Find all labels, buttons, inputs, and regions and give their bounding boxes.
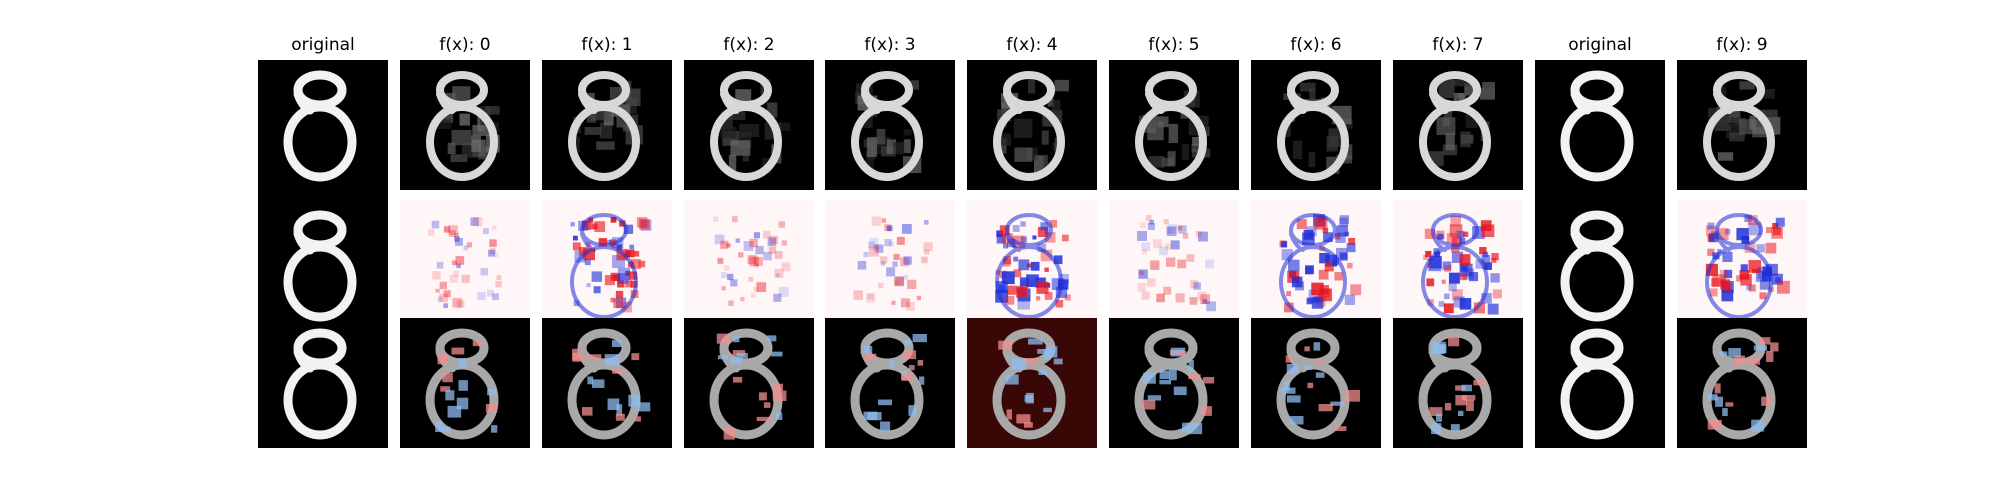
class-reconstruction-image bbox=[1677, 60, 1807, 190]
attribution-map bbox=[1393, 200, 1523, 330]
digit-eight-glyph bbox=[283, 210, 357, 322]
column-title: f(x): 3 bbox=[864, 35, 916, 55]
attribution-overlay bbox=[967, 318, 1097, 448]
class-reconstruction-image bbox=[684, 60, 814, 190]
column-title: f(x): 7 bbox=[1432, 35, 1484, 55]
column-title: f(x): 0 bbox=[439, 35, 491, 55]
class-reconstruction-image bbox=[967, 60, 1097, 190]
class-reconstruction-image bbox=[1251, 60, 1381, 190]
digit-eight-glyph bbox=[1560, 328, 1634, 440]
column-title: f(x): 9 bbox=[1716, 35, 1768, 55]
attribution-overlay bbox=[400, 318, 530, 448]
column-title: f(x): 2 bbox=[723, 35, 775, 55]
attribution-overlay bbox=[825, 318, 955, 448]
attribution-map bbox=[542, 200, 672, 330]
class-reconstruction-image bbox=[1393, 60, 1523, 190]
attribution-overlay bbox=[1109, 318, 1239, 448]
column-title: f(x): 4 bbox=[1006, 35, 1058, 55]
class-reconstruction-image bbox=[1109, 60, 1239, 190]
attribution-overlay bbox=[684, 318, 814, 448]
digit-eight-glyph bbox=[283, 328, 357, 440]
class-reconstruction-image bbox=[400, 60, 530, 190]
attribution-map bbox=[967, 200, 1097, 330]
column-title: original bbox=[291, 35, 355, 55]
column-title: f(x): 5 bbox=[1148, 35, 1200, 55]
attribution-map bbox=[1677, 200, 1807, 330]
column-title: original bbox=[1568, 35, 1632, 55]
attribution-map bbox=[1109, 200, 1239, 330]
class-reconstruction-image bbox=[825, 60, 955, 190]
column-title: f(x): 6 bbox=[1290, 35, 1342, 55]
attribution-map bbox=[684, 200, 814, 330]
attribution-overlay bbox=[1251, 318, 1381, 448]
attribution-overlay bbox=[1677, 318, 1807, 448]
original-digit-image bbox=[1535, 60, 1665, 448]
attribution-overlay bbox=[542, 318, 672, 448]
original-digit-image bbox=[258, 60, 388, 448]
column-title: f(x): 1 bbox=[581, 35, 633, 55]
attribution-overlay bbox=[1393, 318, 1523, 448]
digit-eight-glyph bbox=[1560, 70, 1634, 182]
class-reconstruction-image bbox=[542, 60, 672, 190]
attribution-map bbox=[1251, 200, 1381, 330]
digit-eight-glyph bbox=[1560, 210, 1634, 322]
digit-eight-glyph bbox=[283, 70, 357, 182]
attribution-map bbox=[400, 200, 530, 330]
attribution-map bbox=[825, 200, 955, 330]
